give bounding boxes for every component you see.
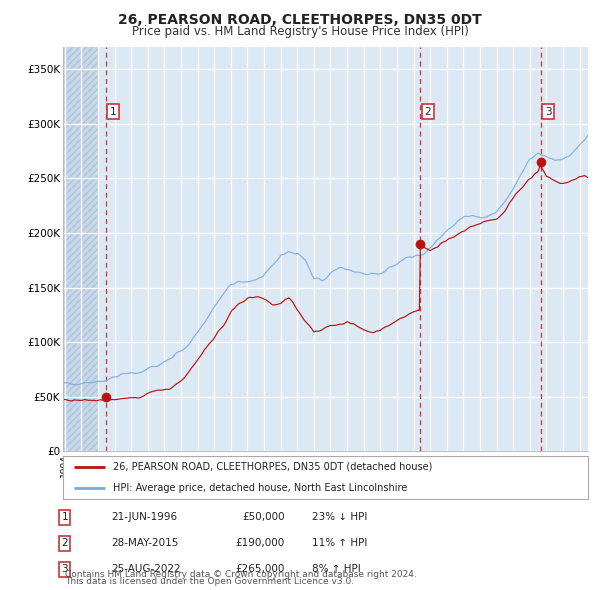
Polygon shape — [63, 47, 98, 451]
Text: 25-AUG-2022: 25-AUG-2022 — [111, 565, 181, 574]
Text: 26, PEARSON ROAD, CLEETHORPES, DN35 0DT: 26, PEARSON ROAD, CLEETHORPES, DN35 0DT — [118, 13, 482, 27]
Text: 2: 2 — [61, 539, 68, 548]
Text: HPI: Average price, detached house, North East Lincolnshire: HPI: Average price, detached house, Nort… — [113, 483, 407, 493]
Bar — [63, 47, 98, 451]
Text: Contains HM Land Registry data © Crown copyright and database right 2024.: Contains HM Land Registry data © Crown c… — [65, 571, 416, 579]
Text: £190,000: £190,000 — [236, 539, 285, 548]
Text: 26, PEARSON ROAD, CLEETHORPES, DN35 0DT (detached house): 26, PEARSON ROAD, CLEETHORPES, DN35 0DT … — [113, 462, 432, 471]
Text: 28-MAY-2015: 28-MAY-2015 — [111, 539, 178, 548]
Text: 3: 3 — [61, 565, 68, 574]
Text: 1: 1 — [61, 513, 68, 522]
Text: 2: 2 — [425, 107, 431, 117]
Text: 1: 1 — [110, 107, 116, 117]
Text: 21-JUN-1996: 21-JUN-1996 — [111, 513, 177, 522]
Text: 11% ↑ HPI: 11% ↑ HPI — [312, 539, 367, 548]
Text: This data is licensed under the Open Government Licence v3.0.: This data is licensed under the Open Gov… — [65, 578, 354, 586]
Text: 3: 3 — [545, 107, 551, 117]
Text: 8% ↑ HPI: 8% ↑ HPI — [312, 565, 361, 574]
Text: £265,000: £265,000 — [236, 565, 285, 574]
Text: Price paid vs. HM Land Registry's House Price Index (HPI): Price paid vs. HM Land Registry's House … — [131, 25, 469, 38]
Text: 23% ↓ HPI: 23% ↓ HPI — [312, 513, 367, 522]
Text: £50,000: £50,000 — [242, 513, 285, 522]
